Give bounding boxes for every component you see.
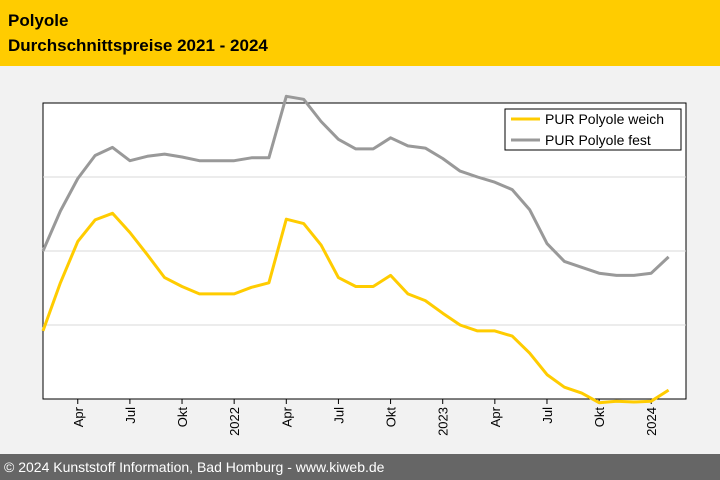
x-axis: Apr Jul Okt 2022 Apr Jul Okt 2023 Apr Jul Okt 2024: [71, 399, 659, 436]
x-tick-label: Apr: [71, 406, 86, 427]
legend-box: [504, 108, 682, 151]
series-line-fest: [41, 94, 670, 277]
x-tick-label: 2022: [227, 407, 242, 436]
x-tick-label: Okt: [175, 407, 190, 428]
series-group: [41, 94, 670, 405]
x-tick-label: Jul: [331, 407, 346, 424]
x-tick-label: Okt: [384, 407, 399, 428]
series-line-weich: [41, 211, 670, 405]
chart-subtitle: Durchschnittspreise 2021 - 2024: [8, 36, 268, 55]
chart-title: Polyole: [8, 11, 69, 30]
x-tick-label: Jul: [123, 407, 138, 424]
legend: PUR Polyole weich PUR Polyole fest: [504, 108, 682, 151]
copyright-text: © 2024 Kunststoff Information, Bad Hombu…: [4, 459, 385, 475]
x-tick-label: Apr: [488, 406, 503, 427]
chart-area: Apr Jul Okt 2022 Apr Jul Okt 2023 Apr Jul Okt 2024 …: [0, 66, 720, 454]
gridlines: [43, 176, 686, 326]
x-tick-label: 2023: [436, 407, 451, 436]
x-tick-label: Jul: [540, 407, 555, 424]
x-tick-label: 2024: [644, 407, 659, 436]
x-tick-label: Okt: [592, 407, 607, 428]
legend-label-fest: PUR Polyole fest: [545, 132, 651, 148]
line-chart: Apr Jul Okt 2022 Apr Jul Okt 2023 Apr Jul Okt 2024 …: [41, 94, 687, 436]
legend-label-weich: PUR Polyole weich: [545, 111, 664, 127]
x-tick-label: Apr: [279, 406, 294, 427]
chart-header: Polyole Durchschnittspreise 2021 - 2024: [0, 0, 720, 66]
footer-bar: © 2024 Kunststoff Information, Bad Hombu…: [0, 454, 720, 480]
